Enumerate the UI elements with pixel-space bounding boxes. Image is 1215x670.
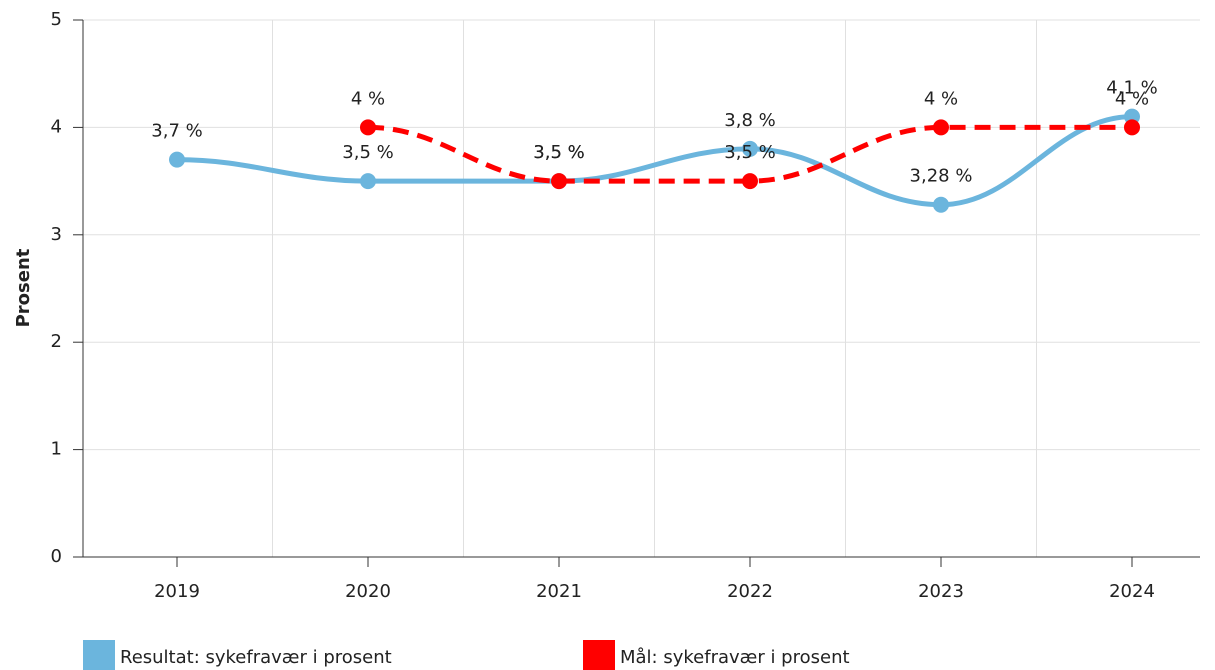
point-marker	[551, 173, 567, 190]
x-tick-label: 2021	[536, 581, 582, 602]
legend-label: Resultat: sykefravær i prosent	[120, 647, 392, 668]
data-label: 3,5 %	[533, 142, 584, 163]
point-marker	[933, 119, 949, 136]
data-label: 3,8 %	[724, 110, 775, 131]
y-tick-label: 0	[51, 546, 62, 567]
y-axis-label: Prosent	[13, 248, 34, 327]
series-line	[176, 114, 1133, 208]
data-label: 3,5 %	[724, 142, 775, 163]
y-tick-label: 5	[51, 9, 62, 30]
point-marker	[360, 119, 376, 136]
data-label: 3,7 %	[151, 121, 202, 142]
data-label: 3,28 %	[910, 166, 973, 187]
y-tick-label: 4	[51, 116, 62, 137]
data-label: 4 %	[1115, 88, 1149, 109]
y-tick-label: 1	[51, 439, 62, 460]
data-label: 4,1 %	[1106, 78, 1157, 99]
point-marker	[742, 140, 758, 157]
data-label: 3,5 %	[342, 142, 393, 163]
y-tick-label: 2	[51, 331, 62, 352]
data-label: 4 %	[351, 88, 385, 109]
point-marker	[742, 173, 758, 190]
legend-swatch	[583, 640, 615, 670]
x-tick-label: 2024	[1109, 581, 1155, 602]
point-marker	[169, 151, 185, 168]
point-marker	[360, 173, 376, 190]
legend-label: Mål: sykefravær i prosent	[620, 647, 850, 668]
x-tick-label: 2023	[918, 581, 964, 602]
x-tick-label: 2020	[345, 581, 391, 602]
point-marker	[933, 196, 949, 213]
point-marker	[1124, 119, 1140, 136]
y-tick-label: 3	[51, 224, 62, 245]
data-label: 4 %	[924, 88, 958, 109]
data-label: 3,5 %	[533, 142, 584, 163]
legend-swatch	[83, 640, 115, 670]
x-tick-label: 2019	[154, 581, 200, 602]
x-tick-label: 2022	[727, 581, 773, 602]
series-line	[367, 124, 1133, 184]
